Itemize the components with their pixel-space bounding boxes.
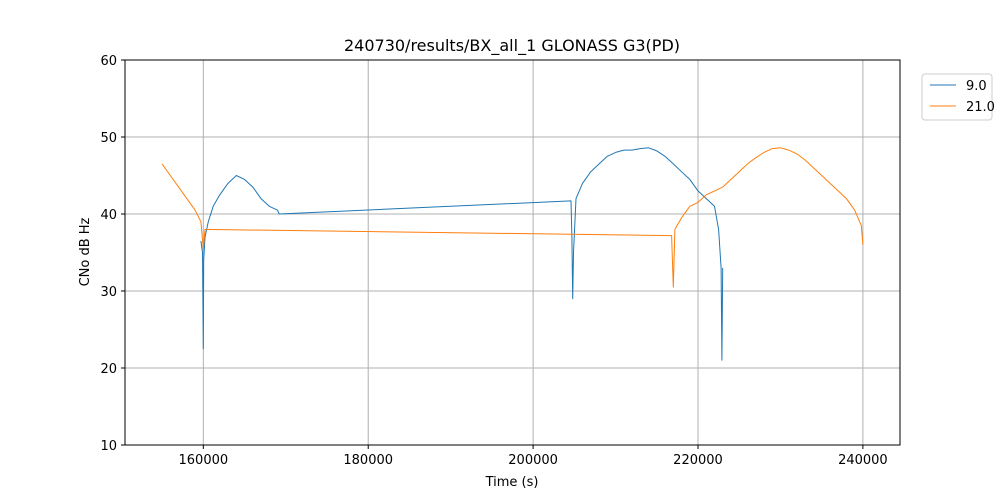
x-tick-label: 200000 (508, 453, 558, 468)
legend: 9.0 21.0 (921, 73, 995, 121)
series-layer (161, 147, 864, 361)
plot-frame (124, 59, 901, 446)
y-tick-label: 10 (100, 439, 117, 454)
y-tick-label: 20 (100, 362, 117, 377)
y-tick-layer: 10 20 30 40 50 60 (100, 54, 125, 454)
x-axis-label: Time (s) (485, 475, 539, 490)
series-line-9-0 (200, 147, 724, 361)
y-tick-label: 30 (100, 285, 117, 300)
x-tick-label: 180000 (343, 453, 393, 468)
legend-label-21-0: 21.0 (966, 100, 995, 115)
grid-layer (125, 59, 900, 446)
x-tick-layer: 160000 180000 200000 220000 240000 (179, 445, 888, 468)
x-tick-label: 160000 (179, 453, 229, 468)
y-axis-label: CNo dB Hz (78, 217, 93, 286)
x-tick-label: 240000 (838, 453, 888, 468)
chart-title: 240730/results/BX_all_1 GLONASS G3(PD) (344, 36, 680, 56)
legend-label-9-0: 9.0 (966, 79, 987, 94)
series-line-21-0 (161, 147, 864, 288)
y-tick-label: 40 (100, 208, 117, 223)
y-tick-label: 60 (100, 54, 117, 69)
y-tick-label: 50 (100, 131, 117, 146)
x-tick-label: 220000 (673, 453, 723, 468)
